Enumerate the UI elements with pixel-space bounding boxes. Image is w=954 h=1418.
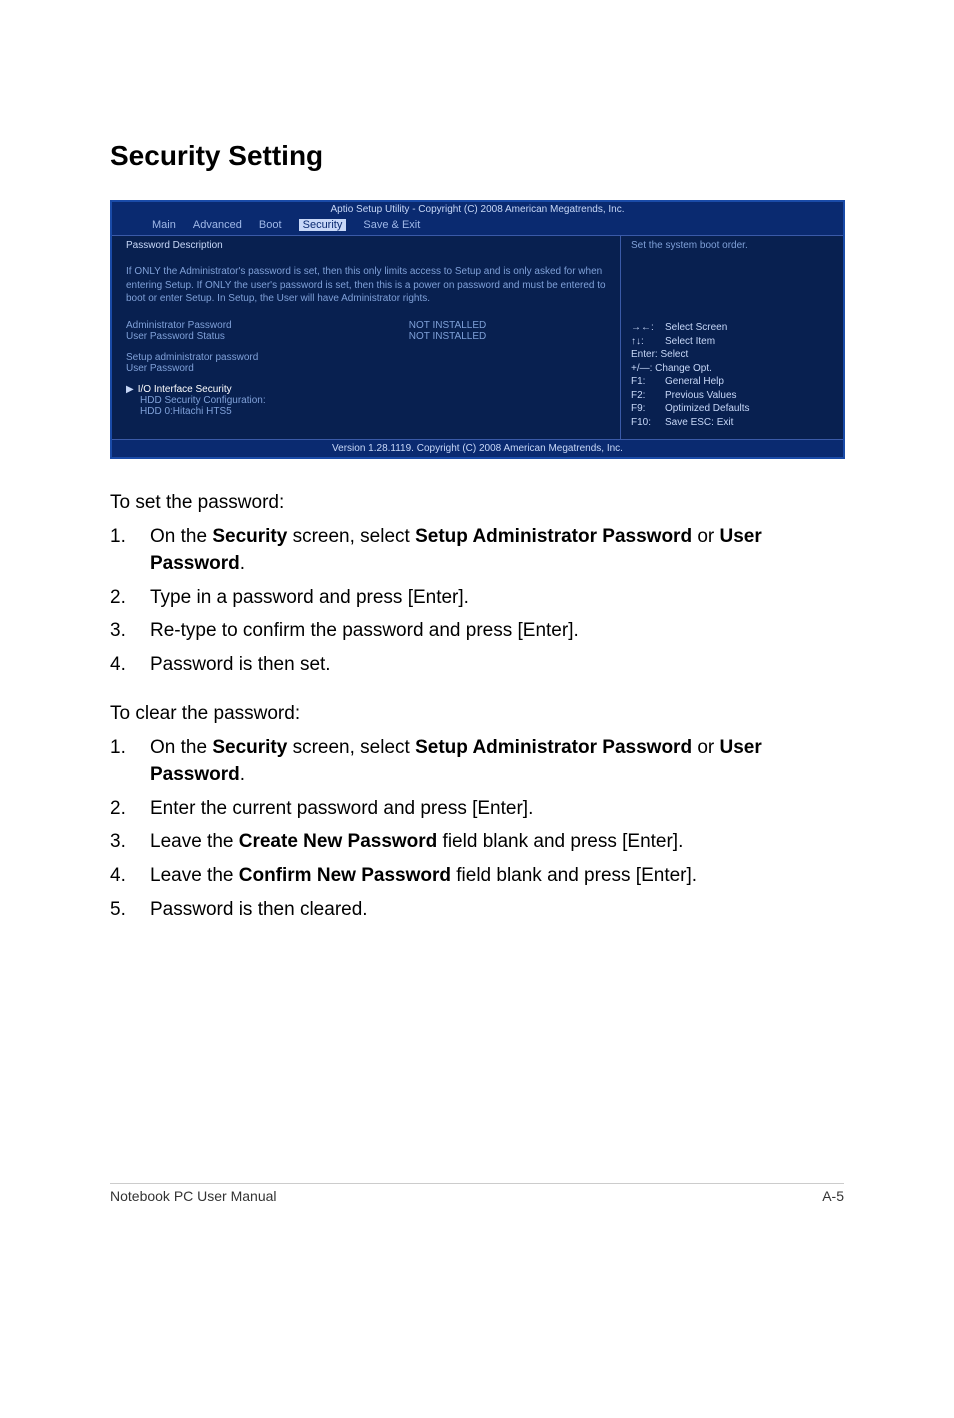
footer-left: Notebook PC User Manual [110,1188,277,1204]
hdd-security-config: HDD Security Configuration: [140,395,606,406]
bios-screenshot: Aptio Setup Utility - Copyright (C) 2008… [110,200,845,459]
list-item: 4.Leave the Confirm New Password field b… [110,862,844,890]
password-desc-title: Password Description [126,240,606,251]
bios-left-panel: Password Description If ONLY the Adminis… [112,236,621,439]
footer-right: A-5 [822,1188,844,1204]
clear-pw-list: 1.On the Security screen, select Setup A… [110,734,844,923]
bios-header: Aptio Setup Utility - Copyright (C) 2008… [112,202,843,217]
user-pw-status-value: NOT INSTALLED [409,331,486,342]
bios-tab-advanced: Advanced [193,219,242,231]
bios-tabs: Main Advanced Boot Security Save & Exit [112,217,843,235]
bios-tab-save-exit: Save & Exit [363,219,420,231]
help-context: Set the system boot order. [631,240,833,251]
io-interface-security: ▶I/O Interface Security [126,384,606,395]
triangle-icon: ▶ [126,384,134,395]
admin-pw-row: Administrator Password NOT INSTALLED [126,320,606,331]
setup-admin-pw: Setup administrator password [126,352,606,363]
list-item: 1.On the Security screen, select Setup A… [110,734,844,789]
admin-pw-label: Administrator Password [126,320,406,331]
list-item: 4.Password is then set. [110,651,844,679]
list-item: 3.Re-type to confirm the password and pr… [110,617,844,645]
bios-tab-main: Main [152,219,176,231]
page-footer: Notebook PC User Manual A-5 [110,1183,844,1204]
set-pw-list: 1.On the Security screen, select Setup A… [110,523,844,679]
user-pw: User Password [126,363,606,374]
bios-tab-boot: Boot [259,219,282,231]
clear-pw-intro: To clear the password: [110,700,844,728]
page-title: Security Setting [110,140,844,172]
list-item: 3.Leave the Create New Password field bl… [110,828,844,856]
bios-footer: Version 1.28.1119. Copyright (C) 2008 Am… [112,439,843,457]
admin-pw-value: NOT INSTALLED [409,320,486,331]
list-item: 5.Password is then cleared. [110,896,844,924]
list-item: 2.Type in a password and press [Enter]. [110,584,844,612]
list-item: 1.On the Security screen, select Setup A… [110,523,844,578]
help-keys: →←:Select Screen ↑↓:Select Item Enter: S… [631,321,833,429]
list-item: 2.Enter the current password and press [… [110,795,844,823]
bios-right-panel: Set the system boot order. →←:Select Scr… [621,236,843,439]
user-pw-status-row: User Password Status NOT INSTALLED [126,331,606,342]
set-pw-intro: To set the password: [110,489,844,517]
bios-tab-security: Security [299,219,347,231]
user-pw-status-label: User Password Status [126,331,406,342]
hdd-item: HDD 0:Hitachi HTS5 [140,406,606,417]
password-desc-para: If ONLY the Administrator's password is … [126,265,606,306]
